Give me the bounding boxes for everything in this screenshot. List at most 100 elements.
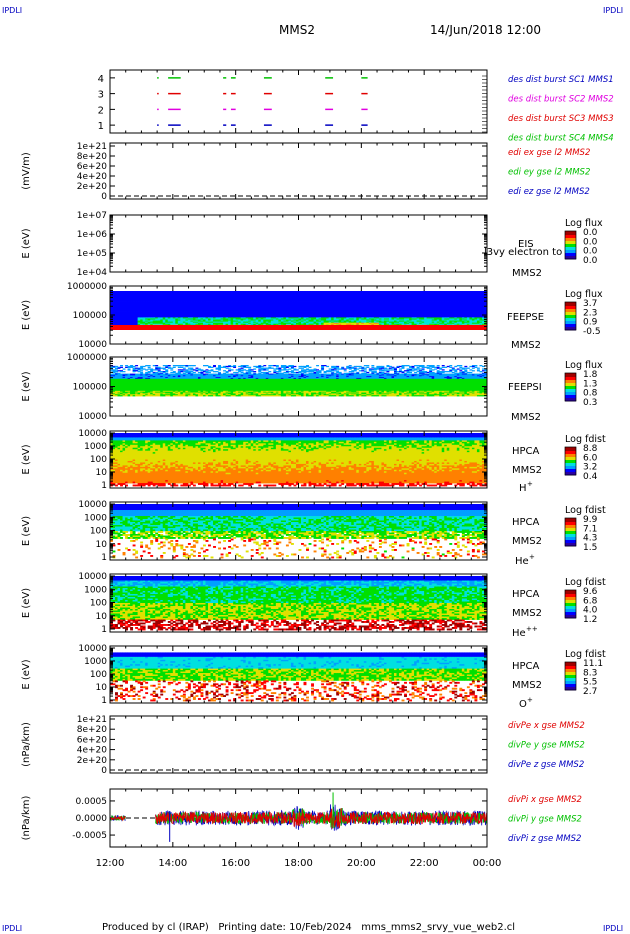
spectrogram-cell: [115, 314, 118, 316]
spectrogram-cell: [250, 312, 254, 314]
spectrogram-cell: [235, 307, 239, 310]
spectrogram-cell: [170, 318, 174, 320]
spectrogram-cell: [255, 322, 259, 325]
spectrogram-cell: [336, 323, 340, 326]
spectrogram-cell: [167, 299, 171, 301]
spectrogram-cell: [230, 292, 234, 294]
spectrogram-cell: [190, 294, 194, 296]
spectrogram-cell: [145, 307, 149, 310]
spectrogram-cell: [238, 295, 242, 297]
spectrogram-cell: [187, 296, 191, 298]
spectrogram-cell: [122, 317, 126, 319]
spectrogram-cell: [218, 306, 221, 309]
spectrogram-cell: [208, 301, 211, 304]
spectrogram-cell: [290, 318, 294, 320]
spectrogram-cell: [326, 291, 330, 293]
spectrogram-cell: [165, 316, 169, 318]
spectrogram-cell: [243, 320, 247, 323]
spectrogram-cell: [318, 321, 322, 324]
spectrogram-cell: [258, 300, 262, 302]
spectrogram-cell: [313, 312, 317, 314]
spectrogram-cell: [220, 323, 224, 326]
spectrogram-cell: [265, 319, 269, 321]
spectrogram-cell: [215, 292, 219, 294]
spectrogram-cell: [115, 315, 118, 317]
spectrogram-cell: [165, 318, 169, 320]
spectrogram-cell: [263, 305, 267, 308]
spectrogram-cell: [120, 308, 123, 311]
spectrogram-cell: [132, 297, 136, 299]
spectrogram-cell: [321, 311, 325, 313]
spectrogram-cell: [331, 298, 335, 300]
spectrogram-cell: [326, 321, 330, 324]
spectrogram-cell: [308, 308, 312, 311]
spectrogram-cell: [248, 297, 252, 299]
spectrogram-cell: [258, 298, 262, 300]
spectrogram-cell: [218, 305, 221, 308]
spectrogram-cell: [165, 315, 169, 317]
spectrogram-cell: [235, 313, 239, 315]
spectrogram-cell: [190, 311, 194, 313]
spectrogram-cell: [210, 312, 214, 314]
spectrogram-cell: [278, 310, 282, 312]
spectrogram-cell: [250, 320, 254, 323]
spectrogram-cell: [112, 295, 116, 297]
spectrogram-cell: [225, 294, 229, 296]
spectrogram-cell: [110, 319, 113, 321]
spectrogram-cell: [235, 317, 239, 319]
spectrogram-cell: [255, 323, 259, 326]
spectrogram-cell: [205, 320, 209, 323]
corner-label-bottom-right: IPDLI: [603, 924, 623, 933]
spectrogram-cell: [250, 319, 254, 321]
y-tick-label: 6e+20: [77, 162, 108, 172]
spectrogram-cell: [258, 310, 262, 312]
spectrogram-cell: [155, 322, 159, 325]
spectrogram-cell: [230, 311, 234, 313]
spectrogram-cell: [130, 298, 134, 300]
spectrogram-cell: [290, 308, 294, 311]
spectrogram-cell: [233, 315, 237, 317]
spectrogram-cell: [220, 310, 224, 312]
spectrogram-cell: [333, 295, 337, 297]
spectrogram-cell: [190, 302, 194, 305]
spectrogram-cell: [283, 308, 287, 311]
spectrogram-cell: [147, 320, 151, 323]
spectrogram-cell: [321, 307, 325, 310]
spectrogram-cell: [263, 318, 267, 320]
spectrogram-cell: [185, 320, 189, 323]
spectrogram-cell: [293, 300, 297, 302]
spectrogram-cell: [303, 304, 307, 307]
spectrogram-cell: [290, 320, 294, 323]
spectrogram-cell: [295, 312, 299, 314]
spectrogram-cell: [208, 294, 211, 296]
spectrogram-cell: [142, 312, 146, 314]
spectrogram-cell: [225, 315, 229, 317]
spectrogram-cell: [253, 295, 257, 297]
spectrogram-cell: [245, 299, 249, 301]
spectrogram-cell: [328, 305, 332, 308]
spectrogram-cell: [240, 305, 244, 308]
spectrogram-cell: [270, 312, 274, 314]
spectrogram-cell: [223, 299, 227, 301]
spectrogram-cell: [288, 292, 292, 294]
spectrogram-cell: [147, 313, 151, 315]
spectrogram-cell: [293, 316, 297, 318]
spectrogram-cell: [152, 294, 156, 296]
spectrogram-cell: [117, 302, 121, 305]
spectrogram-cell: [205, 294, 209, 296]
spectrogram-cell: [175, 311, 179, 313]
spectrogram-cell: [132, 321, 136, 324]
spectrogram-cell: [218, 322, 221, 325]
spectrogram-cell: [293, 315, 297, 317]
spectrogram-cell: [120, 317, 123, 319]
spectrogram-cell: [293, 295, 297, 297]
spectrogram-cell: [333, 303, 337, 306]
spectrogram-cell: [142, 322, 146, 325]
spectrogram-cell: [132, 291, 136, 293]
spectrogram-cell: [273, 308, 277, 311]
spectrogram-cell: [318, 306, 322, 309]
spectrogram-cell: [258, 311, 262, 313]
spectrogram-cell: [336, 319, 340, 321]
spectrogram-cell: [270, 311, 274, 313]
